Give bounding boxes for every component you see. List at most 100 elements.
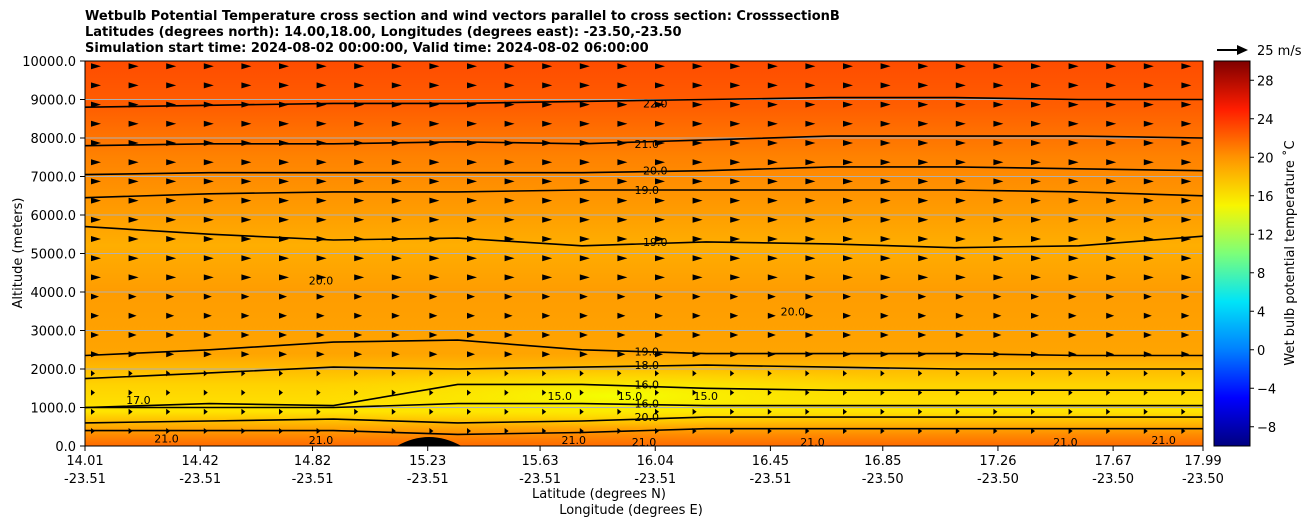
wind-vector-arrow (467, 178, 477, 185)
wind-vector-arrow (128, 332, 137, 338)
wind-vector-arrow (579, 293, 588, 300)
y-tick-label: 4000.0 (31, 286, 77, 301)
wind-vector-arrow (429, 389, 434, 396)
wind-vector-arrow (504, 274, 515, 281)
y-axis-label: Altitude (meters) (11, 198, 26, 309)
wind-vector-arrow (504, 370, 509, 377)
x-axis: 14.01 -23.51 14.42 -23.51 14.82 -23.51 15.23 -2… (64, 446, 1224, 487)
wind-vector-arrow (354, 140, 365, 146)
wind-vector-arrow (1143, 236, 1154, 242)
wind-vector-arrow (1031, 178, 1041, 185)
contour-label: 21.0 (800, 436, 825, 449)
wind-vector-arrow (1031, 236, 1041, 242)
wind-vector-arrow (880, 63, 891, 70)
wind-vector-arrow (279, 428, 283, 434)
wind-vector-arrow (993, 216, 1004, 223)
wind-vector-arrow (1106, 293, 1115, 300)
wind-vector-arrow (166, 389, 171, 396)
wind-vector-arrow (692, 82, 703, 89)
wind-vector-arrow (730, 140, 741, 146)
wind-vector-arrow (692, 332, 701, 338)
wind-vector-arrow (203, 428, 208, 434)
wind-vector-arrow (279, 312, 287, 319)
wind-vector-arrow (1068, 293, 1077, 300)
wind-vector-arrow (241, 159, 252, 166)
wind-vector-arrow (1143, 293, 1152, 300)
wind-vector-arrow (279, 332, 287, 338)
wind-vector-arrow (1181, 178, 1192, 185)
wind-vector-arrow (279, 140, 289, 146)
wind-vector-arrow (354, 332, 363, 338)
colorbar-tick-label: 20 (1257, 151, 1274, 166)
wind-vector-arrow (166, 197, 177, 204)
wind-vector-arrow (542, 370, 547, 377)
wind-vector-arrow (692, 408, 697, 415)
wind-vector-arrow (805, 120, 816, 127)
x-tick-label-lat: 14.01 (66, 454, 103, 469)
wind-vector-arrow (542, 312, 551, 319)
wind-vector-arrow (91, 216, 101, 223)
wind-vector-arrow (391, 428, 396, 434)
wind-vector-arrow (993, 332, 1002, 338)
wind-vector-arrow (203, 178, 214, 185)
wind-vector-arrow (391, 236, 402, 242)
x-tick-label-lat: 15.23 (409, 454, 446, 469)
wind-vector-arrow (203, 351, 212, 358)
wind-vector-arrow (467, 82, 477, 89)
wind-vector-arrow (504, 140, 515, 146)
wind-vector-arrow (391, 389, 396, 396)
wind-vector-arrow (1181, 255, 1192, 262)
wind-vector-arrow (542, 101, 553, 108)
wind-vector-arrow (354, 389, 359, 396)
wind-vector-arrow (166, 101, 177, 108)
wind-vector-arrow (730, 159, 741, 166)
wind-vector-arrow (279, 120, 289, 127)
wind-vector-arrow (1143, 332, 1152, 338)
wind-vector-arrow (1143, 312, 1152, 319)
wind-vector-arrow (1181, 236, 1192, 242)
wind-vector-arrow (316, 178, 327, 185)
wind-vector-arrow (166, 63, 177, 70)
wind-vector-arrow (955, 408, 960, 415)
title-line-1: Wetbulb Potential Temperature cross sect… (85, 9, 840, 24)
wind-vector-arrow (1143, 197, 1154, 204)
wind-vector-arrow (880, 312, 889, 319)
wind-vector-arrow (993, 120, 1004, 127)
wind-vector-arrow (692, 63, 703, 70)
wind-vector-arrow (805, 408, 810, 415)
wind-vector-arrow (279, 274, 289, 281)
wind-vector-arrow (1106, 389, 1111, 396)
wind-vector-arrow (504, 197, 515, 204)
wind-vector-arrow (241, 101, 252, 108)
wind-vector-arrow (955, 178, 966, 185)
wind-vector-arrow (955, 293, 964, 300)
wind-vector-arrow (993, 428, 998, 434)
wind-vector-arrow (391, 255, 402, 262)
wind-vector-arrow (1031, 332, 1039, 338)
wind-vector-arrow (354, 101, 365, 108)
wind-vector-arrow (542, 120, 553, 127)
wind-vector-arrow (467, 216, 477, 223)
wind-vector-arrow (542, 63, 553, 70)
wind-vector-arrow (655, 332, 663, 338)
wind-vector-arrow (1181, 274, 1192, 281)
wind-vector-arrow (504, 63, 515, 70)
wind-vector-arrow (692, 370, 697, 377)
contour-line-19 (84, 339, 1203, 357)
wind-vector-arrow (579, 351, 588, 358)
wind-vector-arrow (918, 197, 929, 204)
wind-vector-arrow (805, 216, 816, 223)
contour-line-19 (84, 225, 1204, 249)
wind-vector-arrow (767, 428, 772, 434)
wind-vector-arrow (1031, 312, 1039, 319)
wind-vector-arrow (166, 408, 171, 415)
wind-vector-arrow (1181, 197, 1192, 204)
wind-vector-arrow (91, 120, 101, 127)
wind-vector-arrow (354, 216, 365, 223)
wind-vector-arrow (655, 428, 659, 434)
wind-vector-arrow (579, 408, 584, 415)
wind-vector-arrow (316, 274, 327, 281)
wind-vector-arrow (918, 236, 929, 242)
wind-vector-arrow (91, 408, 95, 415)
